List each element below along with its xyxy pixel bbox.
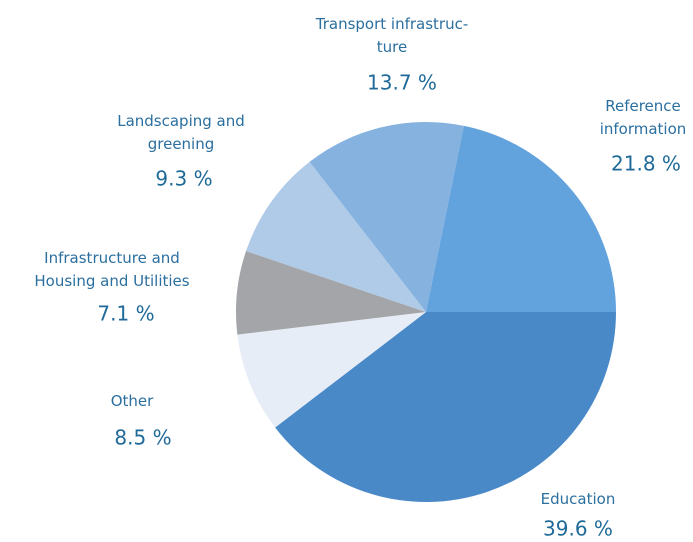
slice-label: Infrastructure and Housing and Utilities [34, 249, 189, 290]
slice-label: Other [111, 392, 154, 410]
slice-value-label: 8.5 % [114, 426, 171, 450]
pie-slice [309, 121, 464, 312]
slice-label: Education [541, 490, 616, 508]
slice-label: Transport infrastruc-ture [315, 15, 469, 56]
pie-slice [237, 312, 426, 428]
pie-slice [236, 251, 426, 335]
slice-label: Landscaping and greening [117, 112, 245, 153]
pie-slice [246, 161, 426, 312]
slice-value-label: 21.8 % [611, 152, 681, 176]
slice-label: Reference information [600, 97, 687, 138]
slice-value-label: 13.7 % [367, 71, 437, 95]
pie-slice [426, 125, 616, 312]
slice-value-label: 9.3 % [155, 167, 212, 191]
slice-value-label: 7.1 % [97, 302, 154, 326]
slice-value-label: 39.6 % [543, 517, 613, 541]
pie-slice [275, 312, 616, 503]
